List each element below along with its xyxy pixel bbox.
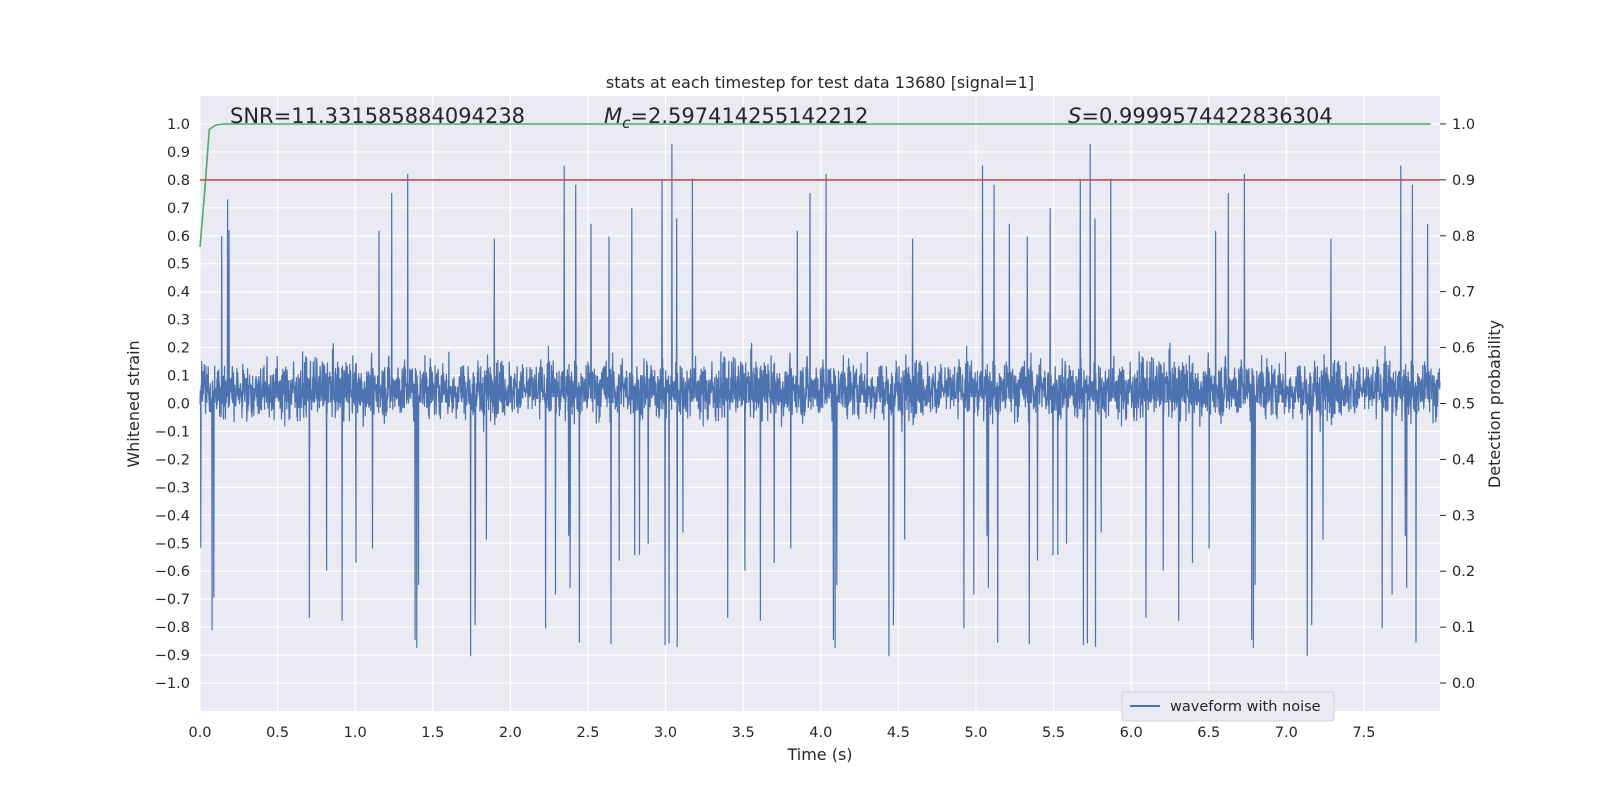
y-tick-label: 0.1 bbox=[167, 369, 190, 385]
y-tick-label: 0.0 bbox=[167, 397, 190, 413]
score-annotation: S=0.9999574422836304 bbox=[1068, 104, 1333, 128]
y-tick-label: 0.4 bbox=[167, 285, 190, 301]
y-tick-label: 0.2 bbox=[167, 341, 190, 357]
y-tick-label: 0.7 bbox=[167, 201, 190, 217]
score-value: =0.9999574422836304 bbox=[1081, 104, 1332, 128]
y2-tick-labels: 1.0 0.9 0.8 0.7 0.6 0.5 0.4 0.3 0.2 0.1 0.0 bbox=[1440, 117, 1475, 692]
legend: waveform with noise bbox=[1121, 691, 1335, 722]
y-tick-label: −0.9 bbox=[155, 648, 190, 664]
y2-tick-label: 0.4 bbox=[1452, 452, 1475, 468]
chirp-mass-annotation: Mc=2.597414255142212 bbox=[604, 104, 868, 132]
chirp-mass-symbol: M bbox=[604, 104, 622, 128]
x-tick-label: 2.0 bbox=[499, 725, 522, 741]
y-tick-labels: 1.0 0.9 0.8 0.7 0.6 0.5 0.4 0.3 0.2 0.1 0.0 −0.1 −0.… bbox=[155, 117, 190, 692]
y-tick-label: −1.0 bbox=[155, 676, 190, 692]
x-tick-label: 3.0 bbox=[654, 725, 677, 741]
x-tick-label: 3.5 bbox=[732, 725, 755, 741]
snr-annotation: SNR=11.331585884094238 bbox=[230, 104, 525, 128]
x-tick-label: 5.5 bbox=[1042, 725, 1065, 741]
y-tick-label: −0.6 bbox=[155, 564, 190, 580]
x-tick-label: 6.5 bbox=[1197, 725, 1220, 741]
x-tick-label: 1.0 bbox=[344, 725, 367, 741]
y-tick-label: 0.5 bbox=[167, 257, 190, 273]
detection-probability-line bbox=[199, 123, 1431, 248]
x-axis-label: Time (s) bbox=[786, 745, 852, 764]
x-tick-label: 6.0 bbox=[1120, 725, 1143, 741]
waveform-series bbox=[199, 144, 1441, 657]
waveform-line bbox=[199, 144, 1441, 657]
legend-label-waveform: waveform with noise bbox=[1170, 699, 1321, 715]
y-axis-label: Whitened strain bbox=[124, 340, 143, 467]
chirp-mass-value: =2.597414255142212 bbox=[630, 104, 868, 128]
chart-title: stats at each timestep for test data 136… bbox=[606, 73, 1034, 92]
x-tick-label: 0.5 bbox=[266, 725, 289, 741]
x-tick-label: 2.5 bbox=[576, 725, 599, 741]
y-tick-label: −0.3 bbox=[155, 480, 190, 496]
y2-tick-label: 0.6 bbox=[1452, 341, 1475, 357]
y-tick-label: −0.5 bbox=[155, 536, 190, 552]
y-tick-label: −0.4 bbox=[155, 508, 190, 524]
y2-tick-label: 0.0 bbox=[1452, 676, 1475, 692]
x-tick-label: 4.0 bbox=[809, 725, 832, 741]
y2-tick-label: 0.1 bbox=[1452, 620, 1475, 636]
y-tick-label: 0.6 bbox=[167, 229, 190, 245]
y2-tick-label: 0.3 bbox=[1452, 508, 1475, 524]
y-tick-label: 0.9 bbox=[167, 145, 190, 161]
y2-tick-label: 0.5 bbox=[1452, 397, 1475, 413]
x-tick-label: 1.5 bbox=[421, 725, 444, 741]
x-tick-label: 0.0 bbox=[188, 725, 211, 741]
x-tick-label: 5.0 bbox=[964, 725, 987, 741]
y-tick-label: −0.8 bbox=[155, 620, 190, 636]
legend-box bbox=[1121, 691, 1335, 722]
y-tick-label: 1.0 bbox=[167, 117, 190, 133]
probability-series bbox=[199, 123, 1440, 248]
y-tick-label: 0.8 bbox=[167, 173, 190, 189]
x-tick-label: 4.5 bbox=[887, 725, 910, 741]
y2-tick-label: 0.9 bbox=[1452, 173, 1475, 189]
score-symbol: S bbox=[1068, 104, 1081, 128]
y-tick-label: −0.1 bbox=[155, 424, 190, 440]
y2-tick-label: 0.8 bbox=[1452, 229, 1475, 245]
y-tick-label: −0.2 bbox=[155, 452, 190, 468]
x-tick-label: 7.5 bbox=[1352, 725, 1375, 741]
x-tick-labels: 0.0 0.5 1.0 1.5 2.0 2.5 3.0 3.5 4.0 4.5 5.0 5.5 6.0 6… bbox=[188, 725, 1375, 741]
y2-tick-label: 0.7 bbox=[1452, 285, 1475, 301]
y-tick-label: −0.7 bbox=[155, 592, 190, 608]
x-tick-label: 7.0 bbox=[1275, 725, 1298, 741]
y2-tick-label: 0.2 bbox=[1452, 564, 1475, 580]
chirp-mass-subscript: c bbox=[622, 114, 631, 132]
y2-tick-label: 1.0 bbox=[1452, 117, 1475, 133]
y-tick-label: 0.3 bbox=[167, 313, 190, 329]
y2-axis-label: Detection probability bbox=[1485, 320, 1504, 488]
